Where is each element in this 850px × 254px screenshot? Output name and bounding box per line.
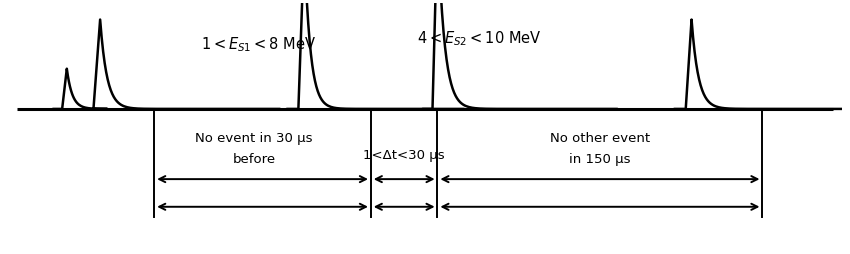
Text: No event in 30 μs: No event in 30 μs bbox=[196, 132, 313, 145]
Text: before: before bbox=[233, 153, 275, 166]
Text: 1<Δt<30 μs: 1<Δt<30 μs bbox=[363, 149, 445, 162]
Text: $4<E_{S2}<10$ MeV: $4<E_{S2}<10$ MeV bbox=[416, 29, 541, 48]
Text: No other event: No other event bbox=[550, 132, 650, 145]
Text: in 150 μs: in 150 μs bbox=[570, 153, 631, 166]
Text: $1<E_{S1}<8$ MeV: $1<E_{S1}<8$ MeV bbox=[201, 35, 316, 54]
